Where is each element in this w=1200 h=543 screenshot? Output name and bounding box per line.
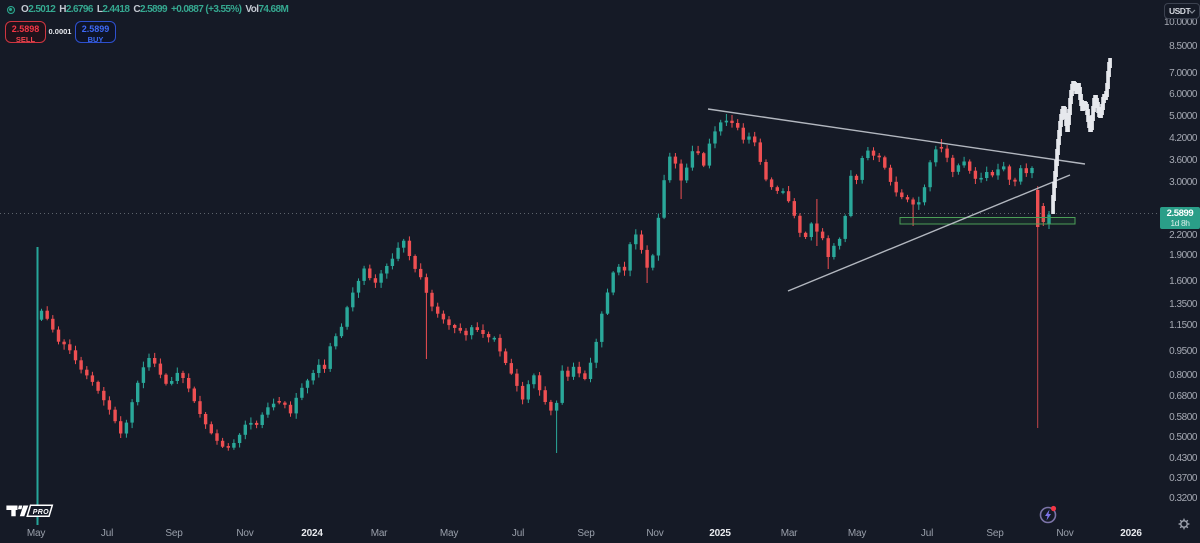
svg-text:PRO: PRO xyxy=(33,509,49,516)
